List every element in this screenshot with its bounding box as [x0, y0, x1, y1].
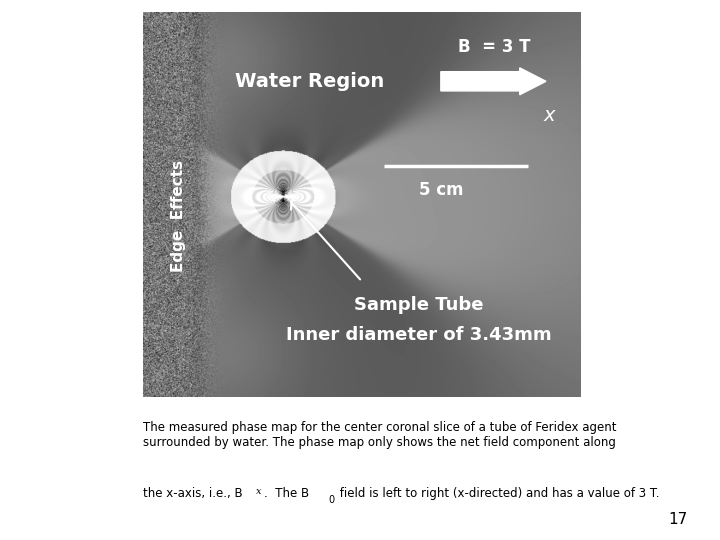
Text: Inner diameter of 3.43mm: Inner diameter of 3.43mm	[286, 326, 552, 345]
Text: B  = 3 T: B = 3 T	[459, 38, 531, 56]
Text: Sample Tube: Sample Tube	[354, 295, 484, 314]
Text: Edge  Effects: Edge Effects	[171, 160, 186, 272]
FancyArrow shape	[441, 68, 546, 95]
Text: 17: 17	[668, 511, 688, 526]
Text: the x-axis, i.e., B: the x-axis, i.e., B	[143, 487, 243, 500]
Text: The measured phase map for the center coronal slice of a tube of Feridex agent
s: The measured phase map for the center co…	[143, 421, 616, 449]
Text: 0: 0	[328, 495, 334, 505]
Text: field is left to right (x-directed) and has a value of 3 T.: field is left to right (x-directed) and …	[336, 487, 659, 500]
Text: $x$: $x$	[543, 106, 557, 125]
Text: 5 cm: 5 cm	[418, 181, 463, 199]
Text: x: x	[256, 487, 262, 496]
Text: Water Region: Water Region	[235, 72, 384, 91]
Text: .  The B: . The B	[264, 487, 310, 500]
